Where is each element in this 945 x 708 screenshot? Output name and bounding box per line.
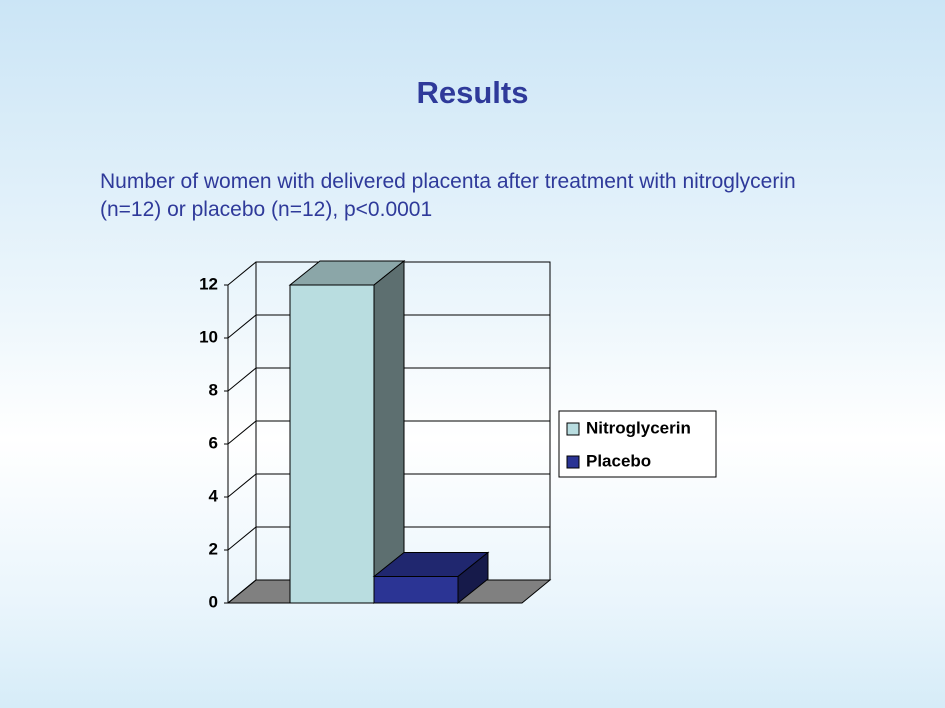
y-tick-label: 12 <box>199 274 218 293</box>
grid-line <box>227 314 257 339</box>
bar <box>372 551 490 605</box>
y-tick-label: 4 <box>209 486 219 505</box>
grid-line <box>227 420 257 445</box>
y-tick-label: 6 <box>209 433 218 452</box>
grid-line <box>227 473 257 498</box>
y-tick-label: 2 <box>209 539 218 558</box>
y-tick-label: 10 <box>199 327 218 346</box>
grid-line <box>227 367 257 392</box>
bar-front <box>289 284 375 604</box>
legend-label: Nitroglycerin <box>586 418 691 437</box>
grid-line <box>227 261 257 286</box>
legend-box <box>558 410 717 478</box>
bar-side <box>373 259 405 605</box>
legend-swatch <box>566 422 580 436</box>
bar <box>288 259 406 605</box>
y-tick-label: 0 <box>209 592 218 611</box>
bar-front <box>373 576 459 604</box>
legend: Nitroglycerin Placebo <box>558 410 717 478</box>
y-tick-label: 8 <box>209 380 218 399</box>
slide-title: Results <box>416 75 529 110</box>
grid-line <box>227 526 257 551</box>
grid-line <box>227 579 257 604</box>
slide-subtitle: Number of women with delivered placenta … <box>100 170 796 221</box>
legend-swatch <box>566 455 580 469</box>
legend-label: Placebo <box>586 451 651 470</box>
